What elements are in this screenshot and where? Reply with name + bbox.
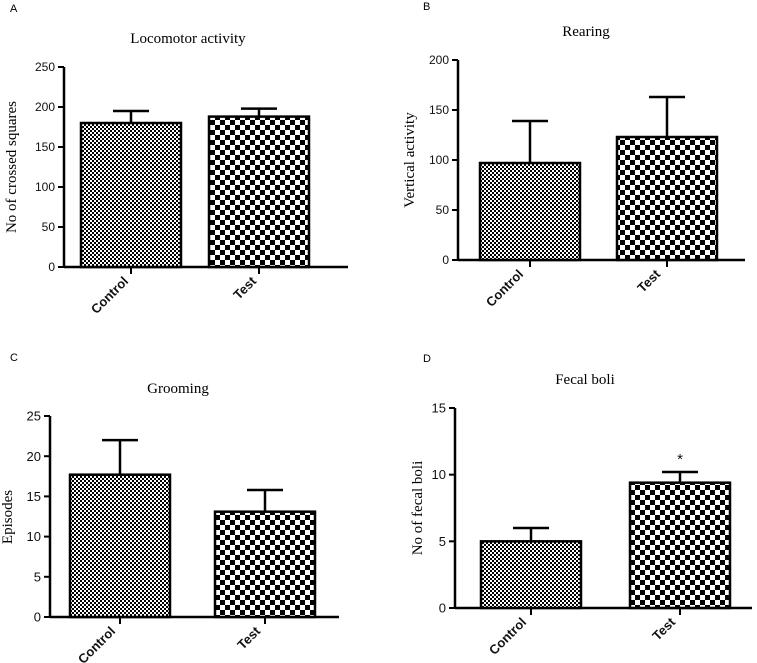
panel-a: A Locomotor activity No of crossed squar… bbox=[4, 3, 348, 317]
y-tick-label: 100 bbox=[35, 180, 55, 194]
figure: A Locomotor activity No of crossed squar… bbox=[0, 0, 757, 663]
category-label: Test bbox=[649, 614, 678, 643]
bar bbox=[81, 123, 181, 267]
bar bbox=[480, 163, 580, 260]
bar bbox=[481, 541, 581, 608]
y-tick-label: 200 bbox=[429, 53, 449, 67]
panel-b: B Rearing Vertical activity 0 50 100 150 200… bbox=[402, 1, 745, 310]
bar bbox=[630, 483, 730, 608]
y-tick-label: 50 bbox=[42, 220, 56, 234]
category-label: Test bbox=[234, 623, 263, 652]
y-axis-label: Episodes bbox=[0, 490, 16, 544]
y-tick-label: 15 bbox=[432, 401, 446, 416]
panel-letter: B bbox=[423, 1, 430, 13]
bar bbox=[215, 512, 315, 617]
panel-letter: D bbox=[423, 353, 431, 365]
y-tick-label: 5 bbox=[439, 534, 446, 549]
chart-title: Grooming bbox=[147, 381, 209, 397]
panel-c: C Grooming Episodes 0 5 10 15 20 25 Control Tes… bbox=[0, 352, 339, 663]
y-tick-label: 25 bbox=[27, 409, 41, 424]
plot-area: 0 50 100 150 200 250 Control Test bbox=[35, 60, 348, 317]
chart-title: Fecal boli bbox=[555, 372, 615, 388]
plot-area: 0 5 10 15 20 25 Control Test bbox=[27, 409, 339, 663]
category-label: Control bbox=[483, 267, 526, 310]
bar bbox=[70, 475, 170, 617]
bar bbox=[209, 117, 309, 267]
y-tick-label: 10 bbox=[27, 529, 41, 544]
category-label: Test bbox=[230, 273, 259, 302]
y-axis-label: No of crossed squares bbox=[4, 101, 20, 233]
y-tick-label: 250 bbox=[35, 60, 55, 74]
panel-letter: A bbox=[10, 3, 18, 15]
y-tick-label: 150 bbox=[429, 103, 449, 117]
y-tick-label: 0 bbox=[442, 253, 449, 267]
category-label: Control bbox=[486, 615, 529, 658]
y-tick-label: 0 bbox=[48, 260, 55, 274]
y-axis-label: Vertical activity bbox=[402, 112, 418, 208]
y-tick-label: 20 bbox=[27, 449, 41, 464]
y-axis-label: No of fecal boli bbox=[410, 461, 426, 556]
panel-d: D Fecal boli No of fecal boli 0 5 10 15 Cont… bbox=[410, 353, 752, 658]
y-tick-label: 5 bbox=[34, 569, 41, 584]
bar bbox=[617, 137, 717, 260]
category-label: Control bbox=[88, 274, 131, 317]
plot-area: 0 50 100 150 200 Control Test bbox=[429, 53, 745, 310]
significance-mark: * bbox=[677, 451, 683, 468]
y-tick-label: 15 bbox=[27, 489, 41, 504]
chart-title: Rearing bbox=[562, 24, 610, 40]
category-label: Control bbox=[75, 624, 118, 663]
y-tick-label: 0 bbox=[34, 610, 41, 625]
y-tick-label: 150 bbox=[35, 140, 55, 154]
y-tick-label: 10 bbox=[432, 467, 446, 482]
y-tick-label: 0 bbox=[439, 601, 446, 616]
y-tick-label: 100 bbox=[429, 153, 449, 167]
category-label: Test bbox=[634, 266, 663, 295]
panel-letter: C bbox=[10, 352, 18, 364]
chart-title: Locomotor activity bbox=[130, 31, 246, 47]
y-tick-label: 200 bbox=[35, 100, 55, 114]
plot-area: 0 5 10 15 Control Test * bbox=[432, 401, 752, 658]
y-tick-label: 50 bbox=[436, 203, 450, 217]
